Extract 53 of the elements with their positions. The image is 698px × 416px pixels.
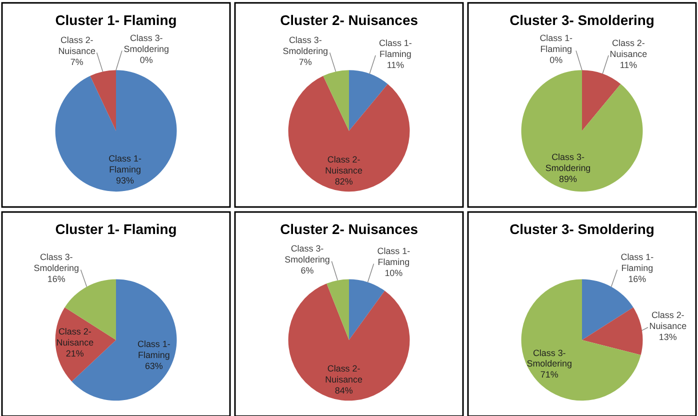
slice-label: Class 2- Nuisance <box>649 310 687 331</box>
slice-label: Class 1- Flaming <box>377 246 410 268</box>
data-label: 82% <box>334 176 353 186</box>
slice-label: Class 1- Flaming <box>137 338 170 360</box>
data-label: 21% <box>66 348 84 358</box>
slice-label: Class 2- Nuisance <box>610 38 648 59</box>
pie-slice <box>288 76 410 192</box>
pie-slice <box>349 279 385 340</box>
pie-slice <box>326 279 349 340</box>
slice-label: Class 3- Smoldering <box>284 244 330 265</box>
data-label: 13% <box>658 332 677 342</box>
pie-slice <box>55 70 177 192</box>
slice-label: Class 3- Smoldering <box>124 33 170 54</box>
data-label: 93% <box>116 176 134 186</box>
chart-title: Cluster 3- Smoldering <box>510 12 654 28</box>
chart-title: Cluster 2- Nuisances <box>280 220 418 237</box>
slice-label: Class 3- Smoldering <box>34 252 80 274</box>
data-label: 16% <box>628 274 646 284</box>
data-label: 84% <box>334 385 353 396</box>
chart-title: Cluster 1- Flaming <box>55 220 177 237</box>
slice-label: Class 2- Nuisance <box>325 154 362 176</box>
slice-label: Class 1- Flaming <box>620 252 654 274</box>
data-label: 71% <box>540 370 558 380</box>
data-label: 11% <box>386 60 404 70</box>
slice-label: Class 1- Flaming <box>108 154 142 175</box>
data-label: 0% <box>550 55 563 66</box>
chart-title: Cluster 2- Nuisances <box>280 12 418 28</box>
slice-label: Class 3- Smoldering <box>545 152 591 174</box>
data-label: 10% <box>384 268 403 278</box>
pie-slice <box>323 70 349 131</box>
slice-label: Class 3- Smoldering <box>526 348 572 369</box>
pie-slice <box>288 283 410 401</box>
pie-slice <box>582 70 621 131</box>
data-label: 7% <box>298 57 312 68</box>
slice-label: Class 1- Flaming <box>540 33 573 54</box>
pie-slice <box>90 70 116 131</box>
chart-title: Cluster 1- Flaming <box>55 12 177 28</box>
slice-label: Class 3- Smoldering <box>282 35 328 56</box>
slice-label: Class 1- Flaming <box>379 38 412 59</box>
data-label: 7% <box>70 57 84 68</box>
slice-label: Class 2- Nuisance <box>56 326 94 348</box>
data-label: 89% <box>559 174 577 184</box>
pie-slice <box>521 70 643 192</box>
pie-slice <box>349 70 388 131</box>
data-label: 63% <box>144 360 163 371</box>
data-label: 16% <box>47 274 66 284</box>
data-label: 0% <box>140 55 153 66</box>
slice-label: Class 2- Nuisance <box>325 363 362 384</box>
pie-slice <box>582 307 643 356</box>
chart-title: Cluster 3- Smoldering <box>510 220 654 237</box>
slice-label: Class 2- Nuisance <box>58 35 96 56</box>
data-label: 11% <box>620 60 638 70</box>
data-label: 6% <box>300 266 314 276</box>
